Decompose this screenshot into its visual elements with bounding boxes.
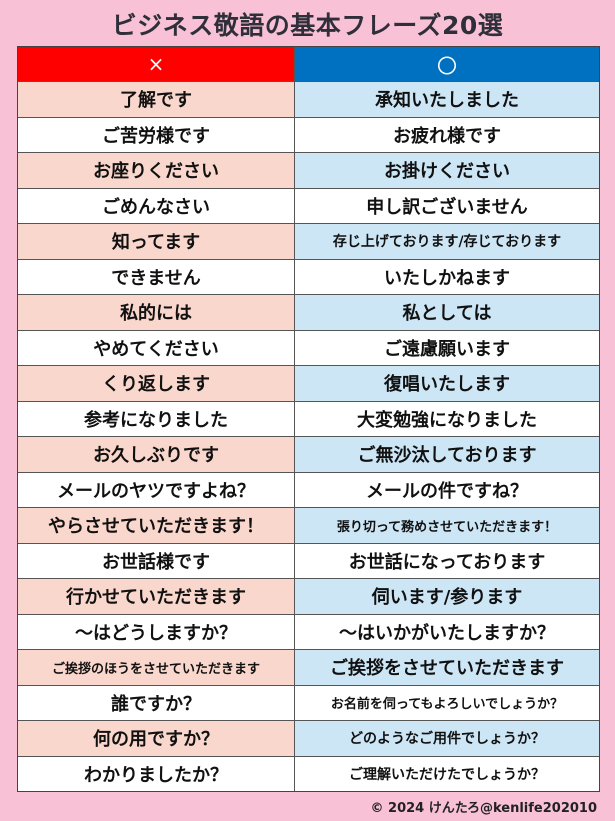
table-row: 誰ですか？ お名前を伺ってもよろしいでしょうか？ — [18, 684, 599, 720]
wrong-phrase: お世話様です — [102, 551, 210, 573]
wrong-phrase: ご挨拶のほうをさせていただきます — [18, 650, 294, 685]
table-row: お座りください お掛けください — [18, 152, 599, 188]
table-row: やめてください ご遠慮願います — [18, 329, 599, 365]
correct-phrase: 大変勉強になりました — [294, 401, 599, 436]
wrong-phrase: 誰ですか？ — [111, 693, 201, 715]
table-row: わかりましたか？ ご理解いただけたでしょうか？ — [18, 755, 599, 791]
wrong-phrase: できません — [111, 267, 201, 289]
correct-phrase: 承知いたしました — [294, 82, 599, 117]
wrong-phrase: メールのヤツですよね？ — [57, 480, 255, 502]
correct-phrase: ご挨拶をさせていただきます — [294, 650, 599, 685]
correct-phrase: お掛けください — [294, 153, 599, 188]
wrong-column-header: × — [18, 47, 294, 81]
table-row: くり返します 復唱いたします — [18, 365, 599, 401]
table-row: 行かせていただきます 伺います/参ります — [18, 578, 599, 614]
wrong-phrase: 私的には — [18, 295, 294, 330]
table-row: 何の用ですか？ どのようなご用件でしょうか？ — [18, 720, 599, 756]
correct-phrase: 私としては — [294, 295, 599, 330]
phrase-table: × 〇 了解です 承知いたしましたご苦労様です お疲れ様です お座りください お掛けくだ… — [17, 46, 600, 792]
right-column-header: 〇 — [294, 47, 599, 81]
wrong-phrase: ～はどうしますか？ — [75, 622, 237, 644]
correct-phrase: 存じ上げております/存じております — [294, 224, 599, 259]
table-row: メールのヤツですよね？ メールの件ですね？ — [18, 471, 599, 507]
table-row: 知ってます 存じ上げております/存じております — [18, 223, 599, 259]
wrong-phrase: わかりましたか？ — [84, 764, 228, 786]
copyright: © 2024 けんたろ@kenlife202010 — [370, 801, 597, 816]
table-header: × 〇 — [18, 47, 599, 81]
wrong-phrase: やめてください — [93, 338, 219, 360]
wrong-phrase: 了解です — [18, 82, 294, 117]
table-row: 参考になりました 大変勉強になりました — [18, 400, 599, 436]
correct-phrase: 伺います/参ります — [294, 579, 599, 614]
correct-phrase: 復唱いたします — [294, 366, 599, 401]
table-row: ごめんなさい 申し訳ございません — [18, 187, 599, 223]
table-row: ご苦労様です お疲れ様です — [18, 116, 599, 152]
correct-phrase: 張り切って務めさせていただきます！ — [294, 508, 599, 543]
correct-phrase: いたしかねます — [294, 259, 599, 294]
correct-phrase: ～はいかがいたしますか？ — [294, 614, 599, 649]
table-row: 了解です 承知いたしました — [18, 81, 599, 117]
correct-phrase: ご理解いただけたでしょうか？ — [294, 756, 599, 791]
wrong-phrase: ごめんなさい — [102, 196, 210, 218]
table-row: できません いたしかねます — [18, 258, 599, 294]
wrong-phrase: 参考になりました — [84, 409, 228, 431]
table-row: ご挨拶のほうをさせていただきます ご挨拶をさせていただきます — [18, 649, 599, 685]
correct-phrase: お疲れ様です — [294, 117, 599, 152]
correct-phrase: お世話になっております — [294, 543, 599, 578]
correct-phrase: ご遠慮願います — [294, 330, 599, 365]
wrong-phrase: ご苦労様です — [102, 125, 210, 147]
wrong-phrase: 行かせていただきます — [18, 579, 294, 614]
correct-phrase: どのようなご用件でしょうか？ — [294, 721, 599, 756]
wrong-phrase: 知ってます — [18, 224, 294, 259]
correct-phrase: メールの件ですね？ — [294, 472, 599, 507]
correct-phrase: お名前を伺ってもよろしいでしょうか？ — [294, 685, 599, 720]
wrong-phrase: やらさせていただきます！ — [18, 508, 294, 543]
wrong-phrase: お座りください — [18, 153, 294, 188]
wrong-phrase: くり返します — [18, 366, 294, 401]
table-row: ～はどうしますか？ ～はいかがいたしますか？ — [18, 613, 599, 649]
table-row: お久しぶりです ご無沙汰しております — [18, 436, 599, 472]
table-row: 私的には 私としては — [18, 294, 599, 330]
wrong-phrase: 何の用ですか？ — [18, 721, 294, 756]
table-row: やらさせていただきます！ 張り切って務めさせていただきます！ — [18, 507, 599, 543]
wrong-phrase: お久しぶりです — [18, 437, 294, 472]
correct-phrase: ご無沙汰しております — [294, 437, 599, 472]
table-row: お世話様です お世話になっております — [18, 542, 599, 578]
correct-phrase: 申し訳ございません — [294, 188, 599, 223]
page-title: ビジネス敬語の基本フレーズ20選 — [111, 11, 504, 40]
